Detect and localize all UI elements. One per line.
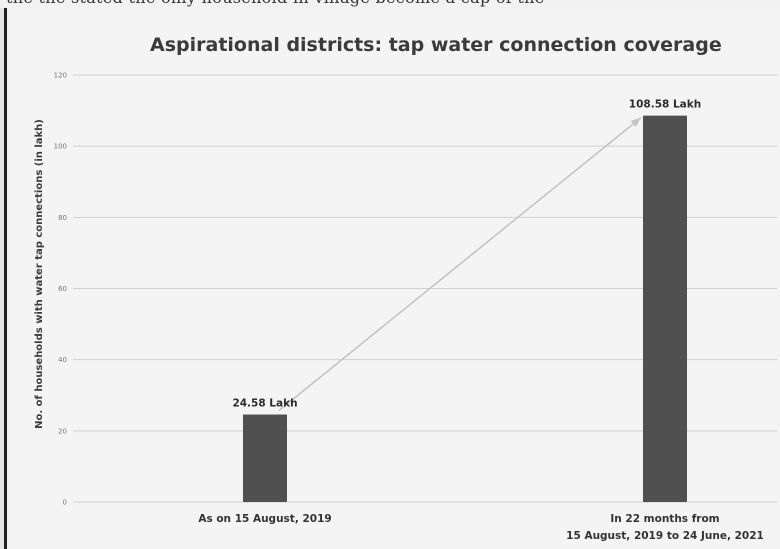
top-cropped-strip: the the stated the only household in vil… xyxy=(0,0,780,8)
category-labels: As on 15 August, 2019 In 22 months from 15… xyxy=(198,513,764,542)
grid-lines xyxy=(73,74,777,503)
data-label-1: 24.58 Lakh xyxy=(232,398,297,410)
bar-2 xyxy=(643,115,687,502)
category-label-1-line-1: As on 15 August, 2019 xyxy=(198,513,331,525)
y-tick-60: 60 xyxy=(58,285,67,293)
y-tick-120: 120 xyxy=(54,72,67,80)
chart-frame: Aspirational districts: tap water connec… xyxy=(4,8,780,549)
arrow-line xyxy=(278,117,642,412)
bar-1 xyxy=(243,414,287,502)
y-tick-0: 0 xyxy=(63,499,67,507)
y-axis-label: No. of households with water tap connect… xyxy=(34,119,45,429)
chart-title: Aspirational districts: tap water connec… xyxy=(150,34,722,56)
y-tick-40: 40 xyxy=(58,356,67,364)
bar-chart: Aspirational districts: tap water connec… xyxy=(34,34,777,542)
category-label-2-line-2: 15 August, 2019 to 24 June, 2021 xyxy=(566,530,764,542)
y-tick-20: 20 xyxy=(58,427,67,435)
data-label-2: 108.58 Lakh xyxy=(629,99,701,111)
category-label-2-line-1: In 22 months from xyxy=(610,513,719,525)
data-labels: 24.58 Lakh 108.58 Lakh xyxy=(232,99,701,410)
growth-arrow xyxy=(278,117,642,412)
y-tick-80: 80 xyxy=(58,214,67,222)
arrow-head xyxy=(630,117,641,128)
bars xyxy=(243,115,687,502)
cropped-text: the the stated the only household in vil… xyxy=(6,0,545,7)
y-tick-labels: 0 20 40 60 80 100 120 xyxy=(54,72,67,507)
y-tick-100: 100 xyxy=(54,143,67,151)
